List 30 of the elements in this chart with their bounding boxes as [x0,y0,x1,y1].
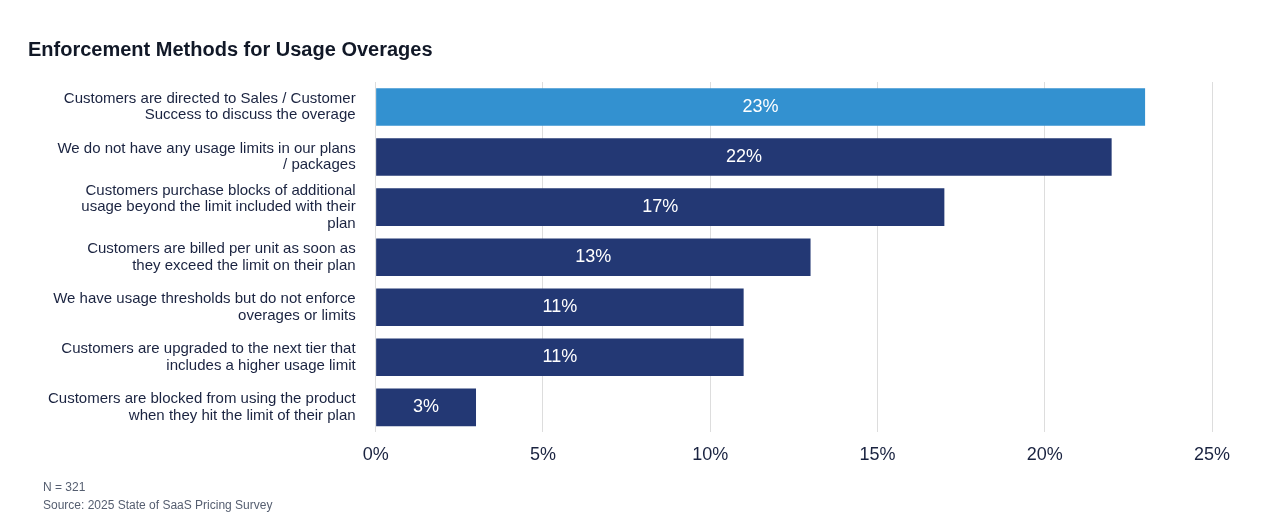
bar [376,188,945,226]
data-label: 3% [413,396,440,417]
y-tick-label: Customers are billed per unit as soon as they exceed the limit on their plan [87,239,356,273]
y-tick-label: Customers are upgraded to the next tier that includes a higher usage limit [61,339,357,373]
x-tick-label: 20% [1026,444,1063,465]
bar [376,288,744,327]
data-label: 11% [542,346,578,367]
data-label: 11% [542,296,578,317]
bar [376,388,477,427]
y-tick-label: Customers are directed to Sales / Customer Success to discuss the overage [63,88,356,123]
data-label: 13% [575,246,612,267]
bar [376,88,1146,126]
text: N = 321 [43,479,87,496]
y-tick-label: Customers purchase blocks of additional usage beyond the limit included with their plan [81,180,356,231]
x-tick-label: 25% [1193,444,1231,465]
x-tick-label: 5% [529,444,556,465]
x-tick-label: 10% [692,444,729,465]
data-label: 23% [742,96,779,116]
y-tick-label: We do not have any usage limits in our plans / packages [57,138,356,173]
x-tick-label: 0% [362,444,389,465]
data-label: 17% [642,196,679,217]
y-tick-label: Customers are blocked from using the product when they hit the limit of their plan [47,389,357,423]
source-note: Source: 2025 State of SaaS Pricing Survey [43,497,274,514]
x-tick-label: 15% [859,444,896,465]
bar [376,338,744,377]
chart-title: Enforcement Methods for Usage Overages [28,37,433,60]
y-tick-label: We have usage thresholds but do not enforce overages or limits [53,289,356,323]
data-label: 22% [725,146,762,167]
bar [376,238,811,276]
bar [376,138,1112,176]
